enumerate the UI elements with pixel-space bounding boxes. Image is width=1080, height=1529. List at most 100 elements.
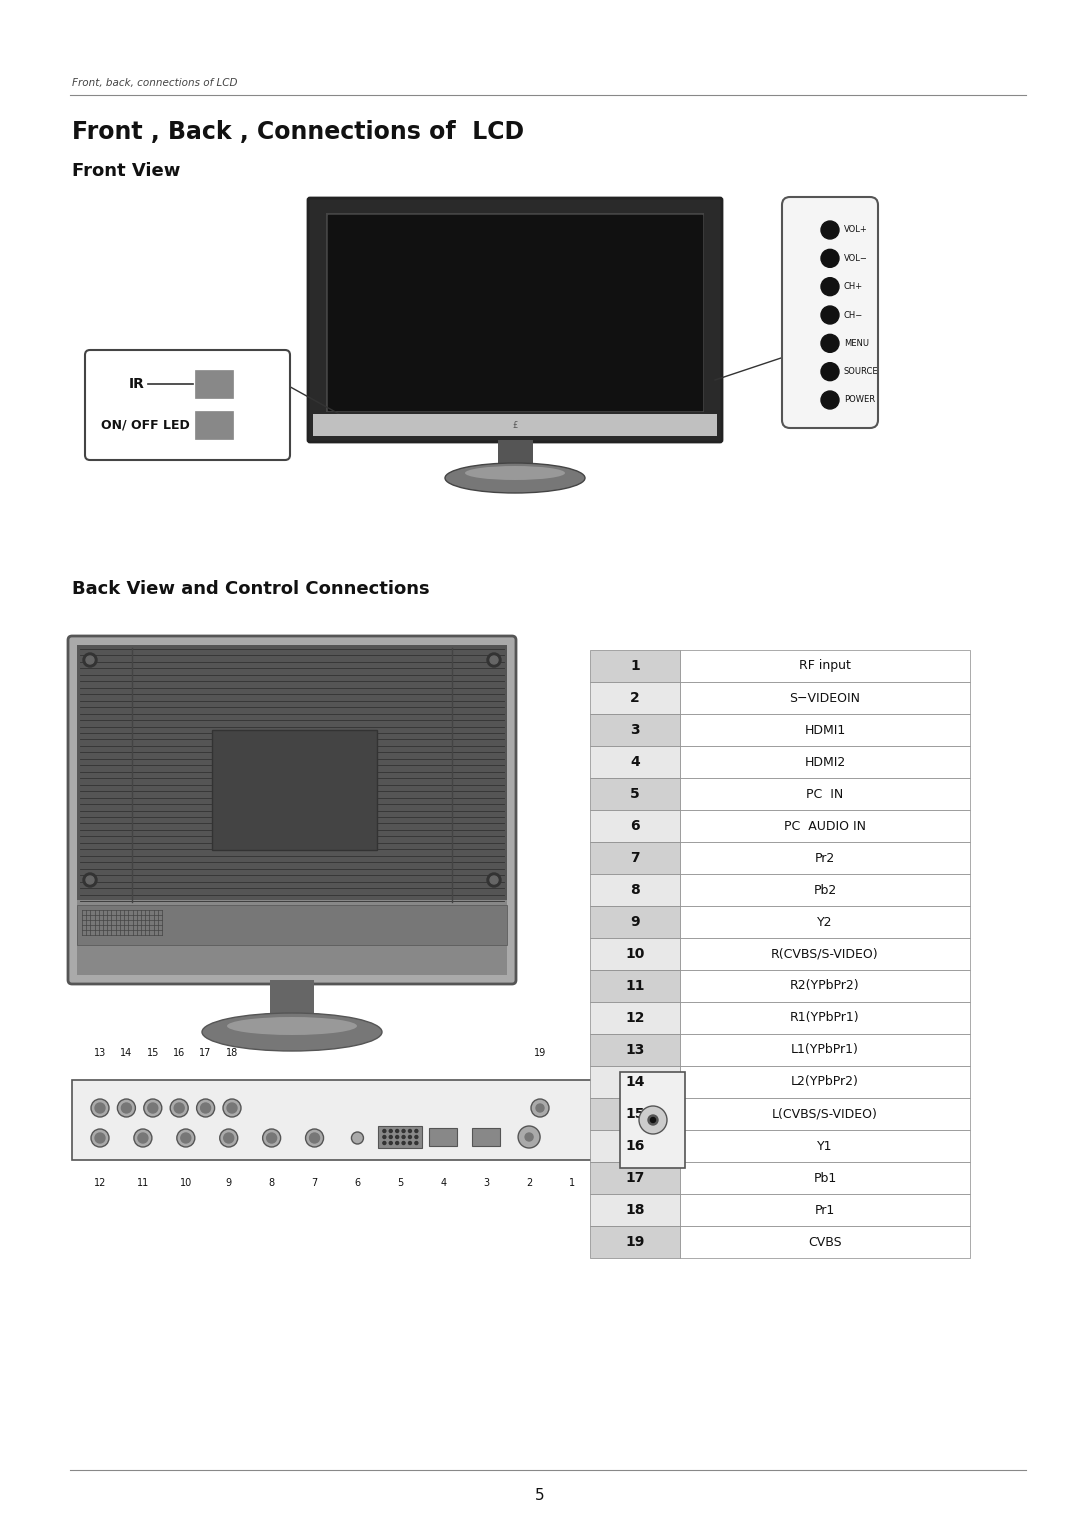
Circle shape [402, 1130, 405, 1133]
Circle shape [177, 1128, 194, 1147]
Text: 1: 1 [630, 659, 639, 673]
Circle shape [83, 873, 97, 887]
Bar [313, 414, 717, 436]
Circle shape [86, 876, 94, 884]
Circle shape [95, 1133, 105, 1144]
FancyBboxPatch shape [782, 197, 878, 428]
Text: Y1: Y1 [175, 1089, 184, 1095]
Bar [680, 714, 970, 746]
Circle shape [415, 1142, 418, 1145]
Text: ON/ OFF LED: ON/ OFF LED [102, 419, 190, 431]
Text: PC  AUDIO IN: PC AUDIO IN [784, 820, 866, 832]
Text: 17: 17 [200, 1047, 212, 1058]
Text: 1: 1 [650, 1177, 656, 1188]
Bar [590, 907, 680, 937]
Text: CH−: CH− [843, 310, 863, 320]
Circle shape [91, 1128, 109, 1147]
Circle shape [134, 1128, 152, 1147]
Bar [270, 980, 314, 1021]
Text: L(CVBS/S-VIDEO): L(CVBS/S-VIDEO) [772, 1107, 878, 1121]
Text: PC  IN: PC IN [807, 787, 843, 801]
Circle shape [408, 1136, 411, 1139]
Text: 8: 8 [269, 1177, 274, 1188]
Circle shape [821, 391, 839, 408]
Circle shape [821, 249, 839, 268]
Bar [590, 1130, 680, 1162]
Text: 5: 5 [630, 787, 639, 801]
Bar [590, 937, 680, 969]
Circle shape [650, 1118, 656, 1122]
Text: 5: 5 [536, 1488, 544, 1503]
Circle shape [821, 278, 839, 295]
Circle shape [219, 1128, 238, 1147]
Circle shape [197, 1099, 215, 1118]
Text: L1: L1 [96, 1089, 104, 1095]
Bar [590, 1098, 680, 1130]
Text: 7: 7 [311, 1177, 318, 1188]
Text: VOL+: VOL+ [843, 225, 867, 234]
Text: R(CVBS/S-VIDEO): R(CVBS/S-VIDEO) [771, 948, 879, 960]
Text: 10: 10 [625, 946, 645, 962]
Text: 13: 13 [94, 1047, 106, 1058]
Bar [590, 1162, 680, 1194]
Circle shape [389, 1136, 392, 1139]
Circle shape [821, 306, 839, 324]
Circle shape [415, 1136, 418, 1139]
Bar [680, 682, 970, 714]
Circle shape [227, 1102, 237, 1113]
Text: 9: 9 [631, 914, 639, 930]
Circle shape [639, 1105, 667, 1135]
Bar [590, 842, 680, 875]
Text: MENU: MENU [843, 339, 869, 347]
Text: SOURCE: SOURCE [843, 367, 879, 376]
Text: 1: 1 [569, 1177, 575, 1188]
Text: HDMI2: HDMI2 [805, 755, 846, 769]
Text: 14: 14 [625, 1075, 645, 1089]
Text: 10: 10 [179, 1177, 192, 1188]
Circle shape [821, 222, 839, 239]
Text: 19: 19 [625, 1235, 645, 1249]
Circle shape [415, 1130, 418, 1133]
Text: 3: 3 [483, 1177, 489, 1188]
Bar [590, 778, 680, 810]
Bar [590, 1034, 680, 1066]
Text: Y2: Y2 [818, 916, 833, 928]
Circle shape [389, 1142, 392, 1145]
Circle shape [389, 1130, 392, 1133]
Bar [328, 216, 702, 410]
Circle shape [408, 1130, 411, 1133]
Bar [429, 1128, 457, 1147]
Circle shape [408, 1142, 411, 1145]
Circle shape [395, 1130, 399, 1133]
Text: CVBS: CVBS [530, 1089, 550, 1095]
Circle shape [402, 1142, 405, 1145]
Bar [590, 810, 680, 842]
Text: 14: 14 [120, 1047, 133, 1058]
Bar [680, 746, 970, 778]
Bar [680, 842, 970, 875]
Bar [680, 1066, 970, 1098]
Text: 15: 15 [147, 1047, 159, 1058]
Text: 2: 2 [526, 1177, 532, 1188]
Text: L: L [151, 1089, 154, 1095]
Text: Pr2: Pr2 [815, 852, 835, 864]
Text: Front, back, connections of LCD: Front, back, connections of LCD [72, 78, 238, 89]
Bar [680, 1034, 970, 1066]
Bar [680, 875, 970, 907]
Circle shape [174, 1102, 185, 1113]
Bar [680, 1130, 970, 1162]
Bar [590, 969, 680, 1001]
Circle shape [402, 1136, 405, 1139]
Text: RF input: RF input [799, 659, 851, 673]
Bar [195, 411, 233, 439]
Circle shape [267, 1133, 276, 1144]
Text: CH+: CH+ [843, 283, 863, 291]
FancyBboxPatch shape [308, 197, 723, 442]
Text: Pb2: Pb2 [813, 884, 837, 896]
Text: HDMI1: HDMI1 [805, 723, 846, 737]
Circle shape [648, 1115, 658, 1125]
Text: L2: L2 [122, 1089, 131, 1095]
Text: Front , Back , Connections of  LCD: Front , Back , Connections of LCD [72, 119, 524, 144]
Circle shape [525, 1133, 534, 1141]
Text: 6: 6 [631, 820, 639, 833]
